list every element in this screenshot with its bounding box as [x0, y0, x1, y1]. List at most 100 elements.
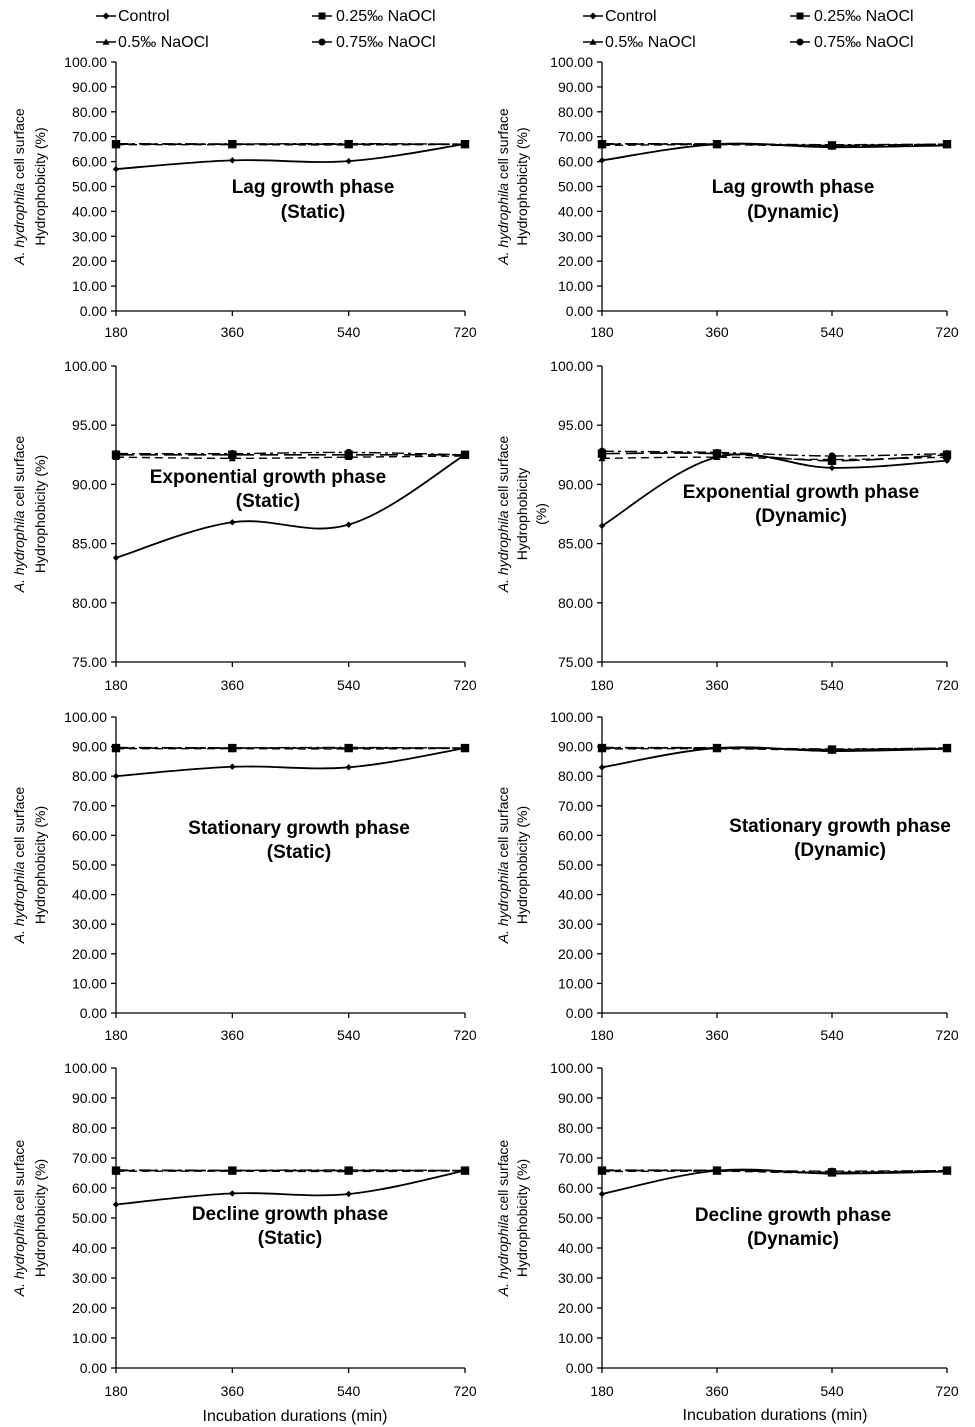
y-tick-label: 95.00 [72, 417, 107, 433]
y-tick-label: 100.00 [550, 54, 593, 70]
panel-title-line: (Static) [267, 842, 331, 863]
y-axis-label-line3: (%) [533, 503, 549, 525]
x-tick-label: 540 [820, 1383, 844, 1399]
x-tick-label: 540 [820, 324, 844, 340]
x-tick-label: 720 [453, 677, 477, 693]
chart-panel-1: 0.00 10.00 20.00 30.00 40.00 50.00 60.00 70.00 8… [11, 54, 477, 340]
data-point [828, 1167, 836, 1175]
x-tick-label: 180 [104, 324, 128, 340]
series-line [115, 454, 466, 559]
y-tick-label: 75.00 [72, 654, 107, 670]
y-tick-label: 20.00 [72, 946, 107, 962]
series-line [601, 450, 948, 457]
data-point [112, 554, 120, 562]
chart-panel-7: 0.00 10.00 20.00 30.00 40.00 50.00 60.00 70.00 8… [11, 1060, 477, 1399]
y-tick-label: 30.00 [72, 1270, 107, 1286]
y-tick-label: 70.00 [558, 798, 593, 814]
data-point [713, 453, 721, 461]
y-tick-label: 0.00 [566, 1360, 593, 1376]
y-tick-label: 30.00 [72, 916, 107, 932]
y-tick-label: 100.00 [64, 1060, 107, 1076]
legend-item-triangle: 0.5‰ NaOCl [583, 34, 696, 51]
x-tick-label: 720 [935, 1027, 959, 1043]
y-tick-label: 70.00 [72, 798, 107, 814]
legend-square-marker [318, 12, 326, 20]
series-line [601, 142, 948, 146]
y-tick-label: 40.00 [558, 887, 593, 903]
y-axis-label-species: A. hydrophila [495, 183, 511, 266]
series-circle [112, 140, 469, 148]
y-tick-label: 100.00 [64, 709, 107, 725]
y-tick-label: 50.00 [558, 179, 593, 195]
x-tick-label: 180 [590, 324, 614, 340]
y-tick-label: 70.00 [558, 1150, 593, 1166]
data-point [943, 450, 951, 458]
y-axis-label-species: A. hydrophila [495, 510, 511, 593]
y-tick-label: 90.00 [72, 79, 107, 95]
x-tick-label: 540 [820, 677, 844, 693]
data-point [461, 1167, 469, 1175]
legend-item-diamond: Control [96, 8, 170, 25]
panel-title-line: (Static) [258, 1228, 322, 1249]
x-tick-label: 720 [453, 1383, 477, 1399]
panel-title-line: Decline growth phase [695, 1205, 891, 1226]
series-diamond [112, 1167, 469, 1208]
legend-circle-marker [796, 38, 804, 46]
panel-title-line: (Static) [281, 202, 345, 223]
series-line [115, 1169, 466, 1206]
y-tick-label: 10.00 [558, 1330, 593, 1346]
series-diamond [112, 451, 469, 562]
data-point [345, 140, 353, 148]
y-tick-label: 20.00 [558, 1300, 593, 1316]
legend-right: Control 0.25‰ NaOCl 0.5‰ NaOCl 0.75‰ NaOC… [583, 8, 914, 51]
y-tick-label: 90.00 [558, 476, 593, 492]
data-point [598, 764, 606, 771]
series-line [601, 1170, 948, 1174]
y-tick-label: 80.00 [558, 595, 593, 611]
y-tick-label: 60.00 [558, 1180, 593, 1196]
y-tick-label: 85.00 [558, 536, 593, 552]
y-axis-label-species: A. hydrophila [495, 861, 511, 944]
data-point [228, 744, 236, 752]
data-point [828, 452, 836, 460]
data-point [345, 764, 352, 771]
x-tick-label: 540 [337, 677, 361, 693]
y-tick-label: 70.00 [72, 1150, 107, 1166]
y-axis-label-rest: cell surface [11, 436, 27, 511]
series-circle [598, 447, 951, 460]
data-point [828, 745, 836, 753]
y-tick-label: 50.00 [72, 179, 107, 195]
legend-label: 0.75‰ NaOCl [814, 34, 914, 51]
y-axis-label-line2: Hydrophobicity (%) [32, 127, 48, 245]
y-axis-label: A. hydrophila cell surface [495, 787, 511, 945]
data-point [229, 519, 236, 526]
data-point [598, 447, 606, 455]
series-line [115, 451, 466, 456]
x-axis-label-left: Incubation durations (min) [203, 1408, 388, 1425]
series-circle [112, 743, 469, 752]
legend-triangle-marker [102, 38, 110, 45]
series-circle [112, 1166, 469, 1175]
x-tick-label: 360 [705, 1383, 729, 1399]
panel-title-line: Stationary growth phase [729, 816, 951, 837]
panel-title-line: Exponential growth phase [683, 482, 919, 503]
data-point [598, 1190, 606, 1198]
data-point [598, 522, 606, 530]
legend-item-triangle: 0.5‰ NaOCl [96, 34, 209, 51]
x-tick-label: 540 [820, 1027, 844, 1043]
data-point [345, 743, 353, 752]
data-point [461, 451, 469, 459]
y-tick-label: 100.00 [550, 1060, 593, 1076]
y-tick-label: 20.00 [558, 253, 593, 269]
series-line [115, 455, 466, 460]
y-tick-label: 0.00 [80, 1005, 107, 1021]
x-tick-label: 360 [221, 324, 245, 340]
data-point [828, 141, 836, 149]
data-point [229, 763, 236, 770]
series-line [115, 1170, 466, 1173]
data-point [598, 1166, 606, 1174]
y-tick-label: 40.00 [72, 887, 107, 903]
y-axis-label-species: A. hydrophila [11, 1214, 27, 1297]
data-point [598, 157, 606, 164]
